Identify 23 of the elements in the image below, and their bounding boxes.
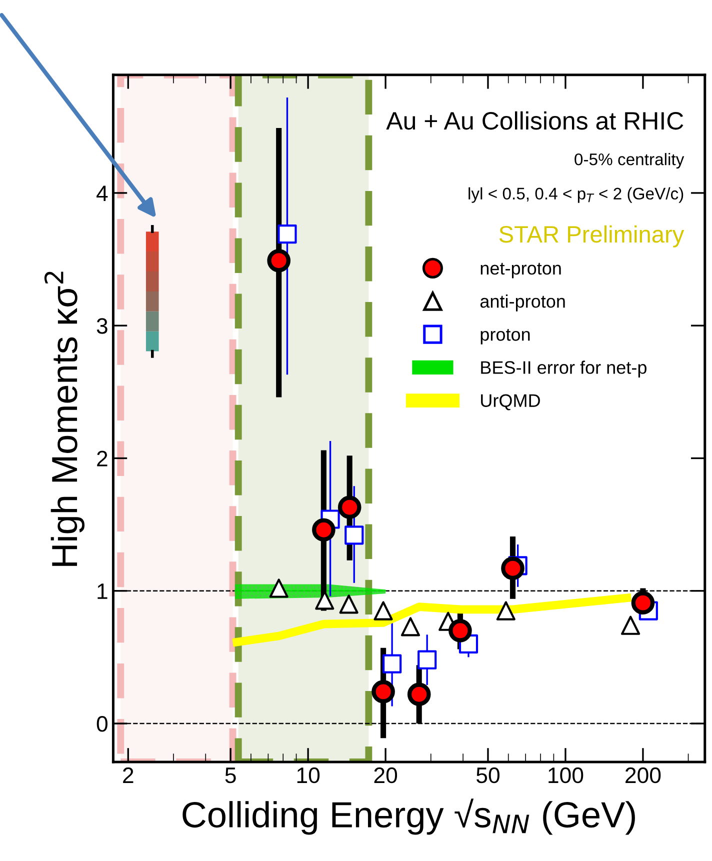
x-tick-label: 20 (374, 767, 398, 784)
y-tick-label: 0 (96, 716, 108, 732)
legend-label: anti-proton (480, 294, 565, 312)
y-tick-label: 1 (98, 584, 108, 599)
x-tick-label: 100 (548, 767, 584, 784)
y-tick-label: 3 (96, 318, 108, 334)
legend-label: net-proton (480, 262, 561, 278)
annotation: 0-5% centrality (574, 153, 684, 169)
legend-label: proton (480, 328, 530, 344)
annotation: lyl < 0.5, 0.4 < p$_{T}$ < 2 (GeV/c) (468, 187, 684, 203)
y-tick-label: 2 (97, 450, 108, 466)
x-tick-label: 50 (476, 767, 500, 784)
legend-label: BES-II error for net-p (481, 360, 646, 378)
y-axis-title: High Moments κσ$^{2}$ (44, 272, 85, 566)
x-tick-label: 200 (626, 767, 661, 784)
x-tick-label: 5 (225, 768, 236, 784)
x-tick-label: 10 (297, 767, 320, 784)
x-tick-label: 2 (123, 767, 134, 783)
annotation: STAR Preliminary (499, 225, 684, 248)
legend-label: UrQMD (481, 394, 540, 410)
x-axis-title: Colliding Energy √s$_{NN}$ (GeV) (182, 798, 635, 835)
annotation: Au + Au Collisions at RHIC (386, 111, 684, 130)
y-tick-label: 4 (96, 186, 108, 202)
